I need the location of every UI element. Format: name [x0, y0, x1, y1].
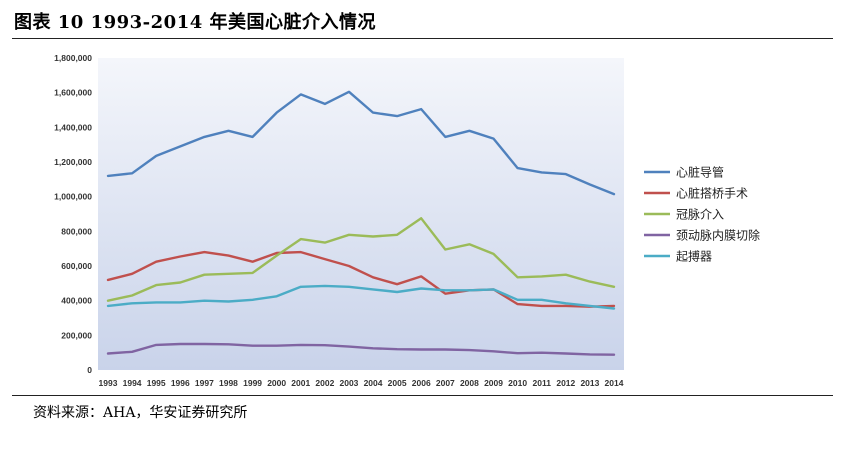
legend-label: 颈动脉内膜切除	[676, 228, 760, 243]
x-tick-label: 1996	[171, 378, 190, 388]
x-tick-label: 2005	[388, 378, 407, 388]
figure-title: 图表 10 1993-2014 年美国心脏介入情况	[14, 12, 377, 33]
y-tick-label: 1,000,000	[54, 192, 92, 202]
x-tick-label: 1995	[147, 378, 166, 388]
x-tick-label: 1993	[99, 378, 118, 388]
series-line-4	[106, 284, 616, 310]
x-tick-label: 2010	[508, 378, 527, 388]
x-tick-label: 1999	[243, 378, 262, 388]
x-tick-label: 1997	[195, 378, 214, 388]
x-tick-label: 2011	[532, 378, 551, 388]
x-tick-label: 2007	[436, 378, 455, 388]
y-tick-label: 1,800,000	[54, 53, 92, 63]
series-line-0	[106, 90, 616, 196]
y-tick-label: 600,000	[61, 261, 92, 271]
plot-background	[98, 58, 624, 370]
x-tick-label: 2003	[339, 378, 358, 388]
x-tick-label: 2008	[460, 378, 479, 388]
y-tick-label: 0	[87, 365, 92, 375]
x-tick-label: 2012	[556, 378, 575, 388]
x-tick-label: 2004	[364, 378, 383, 388]
x-tick-label: 2006	[412, 378, 431, 388]
y-tick-label: 200,000	[61, 330, 92, 340]
y-tick-label: 800,000	[61, 226, 92, 236]
x-tick-label: 1998	[219, 378, 238, 388]
line-chart: 0 200,000 400,000 600,000 800,000 1,000,000 1,…	[54, 53, 760, 388]
series-line-2	[106, 217, 616, 302]
y-tick-label: 400,000	[61, 296, 92, 306]
bottom-divider	[12, 395, 833, 396]
series-line-1	[106, 250, 616, 308]
legend-label: 冠脉介入	[676, 207, 724, 222]
x-tick-label: 2014	[605, 378, 624, 388]
x-tick-label: 2013	[580, 378, 599, 388]
x-tick-label: 2001	[291, 378, 310, 388]
legend-label: 心脏搭桥手术	[676, 186, 748, 201]
x-tick-label: 2002	[315, 378, 334, 388]
x-tick-label: 2000	[267, 378, 286, 388]
y-tick-label: 1,600,000	[54, 88, 92, 98]
y-tick-label: 1,200,000	[54, 157, 92, 167]
source-note: 资料来源：AHA，华安证券研究所	[33, 405, 248, 421]
y-tick-label: 1,400,000	[54, 122, 92, 132]
series-line-3	[106, 342, 616, 356]
legend-label: 起搏器	[676, 250, 712, 264]
x-tick-label: 2009	[484, 378, 503, 388]
x-tick-label: 1994	[123, 378, 142, 388]
top-divider	[12, 38, 833, 39]
legend-label: 心脏导管	[676, 165, 724, 180]
